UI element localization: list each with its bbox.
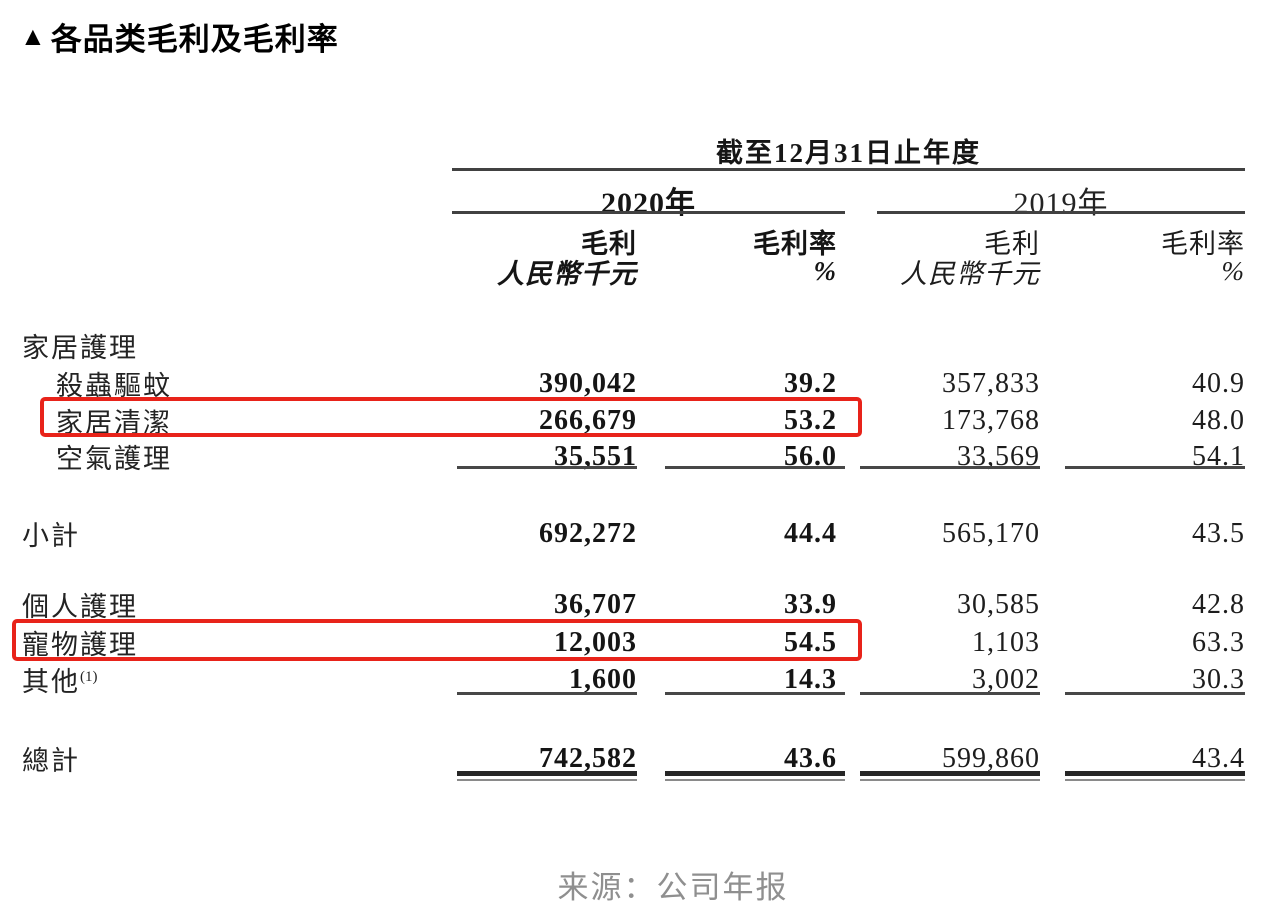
column-underline	[860, 692, 1040, 695]
highlight-box-pet-care	[12, 619, 862, 661]
cell-2020-gross-profit: 1,600	[569, 663, 637, 695]
cell-2020-gross-profit: 12,003	[554, 626, 637, 658]
row-label: 寵物護理	[22, 630, 138, 660]
column-underline	[1065, 692, 1245, 695]
unit-rmb-2020: 人民幣千元	[497, 259, 637, 289]
table-row-others: 其他(1) 1,600 14.3 3,002 30.3	[0, 660, 1245, 699]
cell-2019-margin: 40.9	[1192, 367, 1245, 399]
page-title-text: 各品类毛利及毛利率	[50, 22, 339, 57]
total-double-underline	[1065, 771, 1245, 779]
column-underline	[665, 692, 845, 695]
cell-2019-margin: 43.5	[1192, 517, 1245, 549]
total-double-underline	[860, 771, 1040, 779]
cell-2020-margin: 33.9	[784, 588, 837, 620]
row-label: 家居護理	[22, 333, 138, 363]
unit-percent-2020: %	[813, 256, 837, 286]
year-2019-rule	[877, 211, 1245, 214]
unit-rmb-2019: 人民幣千元	[900, 259, 1040, 289]
cell-2019-gross-profit: 357,833	[942, 367, 1040, 399]
row-label: 總計	[22, 746, 80, 776]
table-row-subtotal: 小計 692,272 44.4 565,170 43.5	[0, 514, 1245, 552]
column-underline-row	[0, 692, 1245, 702]
source-caption: 来源：公司年报	[557, 870, 789, 905]
unit-header-row: 人民幣千元 % 人民幣千元 %	[0, 252, 1245, 289]
spacer-cell	[0, 466, 450, 476]
cell-2019-margin: 42.8	[1192, 588, 1245, 620]
triangle-bullet-icon: ▲	[20, 21, 47, 51]
cell-2020-margin: 53.2	[784, 404, 837, 436]
margin-header-2019: 毛利率	[1161, 229, 1245, 259]
row-label: 殺蟲驅蚊	[56, 371, 172, 401]
cell-2020-margin: 39.2	[784, 367, 837, 399]
cell-2020-gross-profit: 266,679	[539, 404, 637, 436]
gross-profit-header-2019: 毛利	[984, 229, 1040, 259]
cell-2019-margin: 30.3	[1192, 663, 1245, 695]
table-row-home-care-group: 家居護理	[0, 326, 1245, 363]
row-label: 個人護理	[22, 592, 138, 622]
unit-percent-2019: %	[1221, 256, 1245, 286]
margin-header-2020: 毛利率	[753, 229, 837, 259]
row-label: 其他(1)	[0, 660, 450, 699]
cell-2020-margin: 54.5	[784, 626, 837, 658]
row-label: 小計	[22, 521, 80, 551]
cell-2019-margin: 48.0	[1192, 404, 1245, 436]
cell-2019-gross-profit: 30,585	[957, 588, 1040, 620]
year-2020-label: 2020年	[601, 187, 696, 220]
table-row-personal-care: 個人護理 36,707 33.9 30,585 42.8	[0, 585, 1245, 623]
cell-2019-gross-profit: 1,103	[972, 626, 1040, 658]
gross-profit-header-2020: 毛利	[581, 229, 637, 259]
cell-2020-gross-profit: 390,042	[539, 367, 637, 399]
cell-2019-margin: 63.3	[1192, 626, 1245, 658]
year-2020-rule	[452, 211, 845, 214]
table-row-insecticide: 殺蟲驅蚊 390,042 39.2 357,833 40.9	[0, 364, 1245, 402]
total-double-rule-row	[0, 771, 1245, 781]
total-double-underline	[457, 771, 637, 779]
column-underline	[860, 466, 1040, 469]
column-underline	[665, 466, 845, 469]
column-underline	[457, 466, 637, 469]
table-row-home-cleaning: 家居清潔 266,679 53.2 173,768 48.0	[0, 401, 1245, 439]
row-label: 空氣護理	[56, 444, 172, 474]
cell-2020-gross-profit: 36,707	[554, 588, 637, 620]
footnote-marker: (1)	[80, 669, 98, 685]
year-2019-label: 2019年	[1013, 187, 1109, 220]
header-rule	[452, 168, 1245, 171]
cell-2019-gross-profit: 599,860	[942, 742, 1040, 774]
row-label-text: 其他	[22, 667, 80, 697]
column-header-row: 毛利 毛利率 毛利 毛利率	[0, 222, 1245, 259]
column-underline	[1065, 466, 1245, 469]
cell-2019-gross-profit: 3,002	[972, 663, 1040, 695]
period-header: 截至12月31日止年度	[716, 138, 981, 168]
cell-2019-gross-profit: 173,768	[942, 404, 1040, 436]
cell-2020-margin: 43.6	[784, 742, 837, 774]
cell-2020-gross-profit: 742,582	[539, 742, 637, 774]
cell-2020-margin: 44.4	[784, 517, 837, 549]
spacer-cell	[0, 692, 450, 702]
table-row-total: 總計 742,582 43.6 599,860 43.4	[0, 739, 1245, 777]
spacer-cell	[0, 771, 450, 781]
total-double-underline	[665, 771, 845, 779]
page-title: ▲ 各品类毛利及毛利率	[20, 14, 339, 59]
cell-2019-gross-profit: 565,170	[942, 517, 1040, 549]
cell-2020-margin: 14.3	[784, 663, 837, 695]
cell-2019-margin: 43.4	[1192, 742, 1245, 774]
cell-2020-gross-profit: 692,272	[539, 517, 637, 549]
column-underline-row	[0, 466, 1245, 476]
table-row-pet-care: 寵物護理 12,003 54.5 1,103 63.3	[0, 623, 1245, 661]
column-underline	[457, 692, 637, 695]
highlight-box-home-cleaning	[40, 397, 862, 437]
